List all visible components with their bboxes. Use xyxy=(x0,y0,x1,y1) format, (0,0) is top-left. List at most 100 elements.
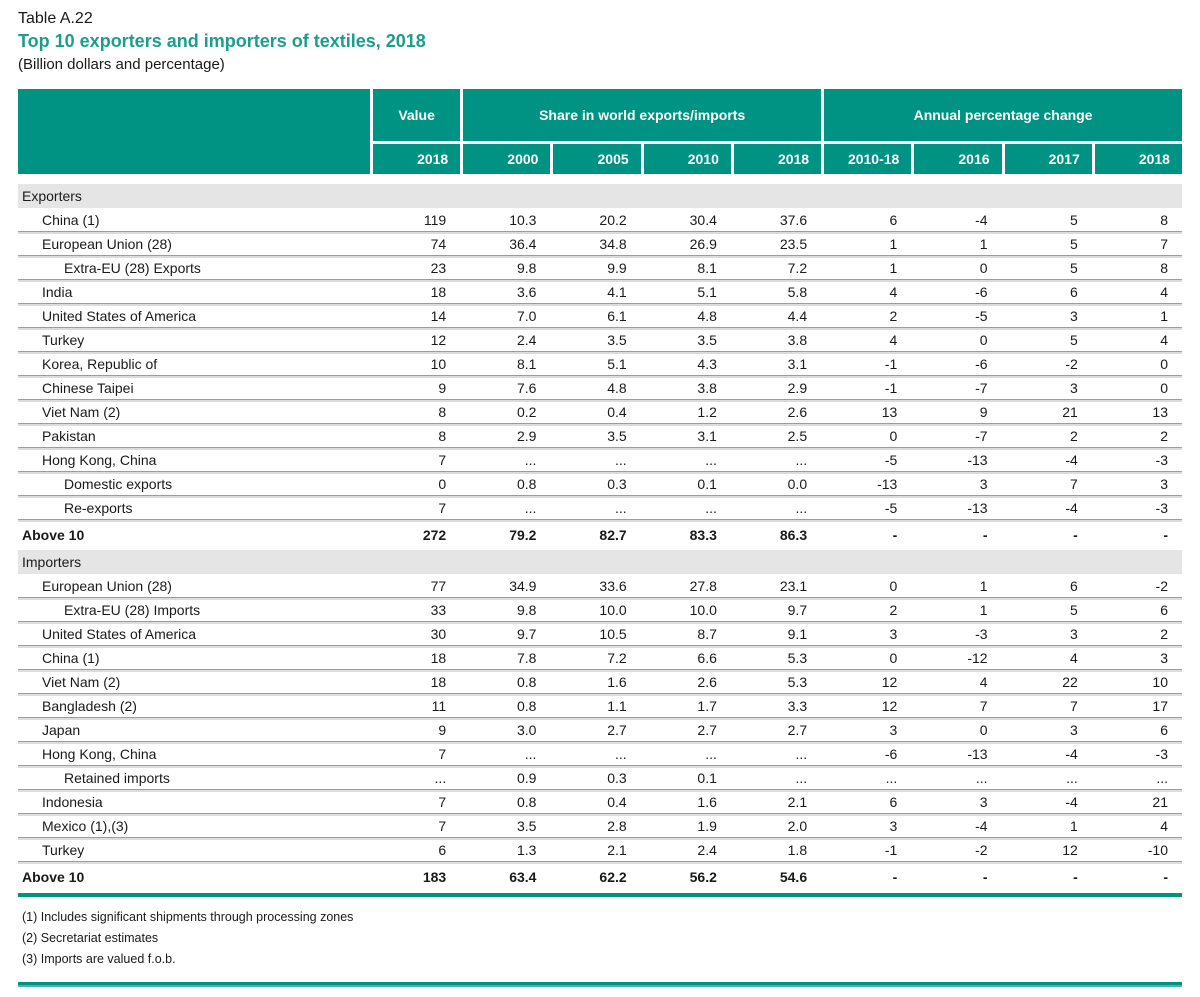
value-cell: ... xyxy=(795,769,808,786)
value-cell: ... xyxy=(885,769,898,786)
value-cell: 9.7 xyxy=(787,601,808,618)
value-cell: 0.8 xyxy=(516,673,537,690)
value-cell: 1.6 xyxy=(697,793,717,810)
value-cell: 7 xyxy=(438,451,447,468)
row-label: Korea, Republic of xyxy=(42,355,158,372)
table-row: Re-exports 7............ -5 -13 -4 -3 xyxy=(18,496,1182,520)
header-value-year: 2018 xyxy=(373,144,461,174)
value-cell: 3 xyxy=(1160,649,1168,666)
table-header: Value Share in world exports/imports Ann… xyxy=(18,89,1182,174)
value-cell: -6 xyxy=(884,745,898,762)
value-cell: 0 xyxy=(1160,355,1168,372)
value-cell: 4 xyxy=(1160,817,1168,834)
value-cell: 26.9 xyxy=(689,235,717,252)
value-cell: ... xyxy=(795,745,808,762)
value-cell: ... xyxy=(614,499,627,516)
value-cell: 5 xyxy=(1069,601,1078,618)
value-cell: 3.1 xyxy=(787,355,808,372)
value-cell: 0.4 xyxy=(607,793,627,810)
value-cell: 5.3 xyxy=(787,649,808,666)
value-cell: 5 xyxy=(1069,331,1078,348)
value-cell: 8 xyxy=(438,403,447,420)
value-cell: 6.1 xyxy=(607,307,627,324)
header-annual-group: Annual percentage change xyxy=(824,89,1182,141)
table-row: Viet Nam (2) 18 0.8 1.6 2.6 5.3 12 4 22 10 xyxy=(18,670,1182,694)
header-share-year-2005: 2005 xyxy=(553,144,641,174)
value-cell: -13 xyxy=(967,451,988,468)
value-cell: 0.3 xyxy=(607,769,627,786)
value-cell: 37.6 xyxy=(779,211,808,228)
value-cell: 4 xyxy=(979,673,988,690)
value-cell: 0 xyxy=(979,721,988,738)
table-row: Japan 9 3.0 2.7 2.7 2.7 3 0 3 6 xyxy=(18,718,1182,742)
value-cell: 30 xyxy=(430,625,447,642)
value-cell: -4 xyxy=(1065,499,1078,516)
value-cell: 22 xyxy=(1062,673,1078,690)
data-table: Value Share in world exports/imports Ann… xyxy=(18,89,1182,987)
value-cell: -2 xyxy=(1155,577,1168,594)
value-cell: 5 xyxy=(1069,211,1078,228)
header-share-year-2000: 2000 xyxy=(463,144,551,174)
value-cell: ... xyxy=(795,499,808,516)
table-row: Bangladesh (2) 11 0.8 1.1 1.7 3.3 12 7 7 17 xyxy=(18,694,1182,718)
value-cell: 2 xyxy=(889,601,898,618)
value-cell: ... xyxy=(705,499,717,516)
value-cell: 6 xyxy=(1160,721,1168,738)
value-cell: 12 xyxy=(881,673,898,690)
value-cell: 3.5 xyxy=(607,331,627,348)
value-cell: 7 xyxy=(1160,235,1168,252)
value-cell: 119 xyxy=(423,211,447,228)
value-cell: 1 xyxy=(979,601,988,618)
value-cell: 7.2 xyxy=(787,259,808,276)
value-cell: 0 xyxy=(979,259,988,276)
value-cell: 9.8 xyxy=(516,601,537,618)
value-cell: -6 xyxy=(975,283,988,300)
value-cell: - xyxy=(982,527,988,543)
row-label: Pakistan xyxy=(42,427,96,444)
value-cell: -13 xyxy=(967,499,988,516)
value-cell: 10 xyxy=(430,355,447,372)
header-corner-cell xyxy=(18,89,370,174)
value-cell: -5 xyxy=(975,307,988,324)
value-cell: 20.2 xyxy=(599,211,627,228)
row-label: Indonesia xyxy=(42,793,103,810)
value-cell: 7.8 xyxy=(516,649,537,666)
footnote: (3) Imports are valued f.o.b. xyxy=(22,952,176,966)
value-cell: 0.2 xyxy=(516,403,537,420)
value-cell: 77 xyxy=(430,577,447,594)
value-cell: 7 xyxy=(438,745,447,762)
value-cell: 6 xyxy=(1160,601,1168,618)
value-cell: 7 xyxy=(438,499,447,516)
row-label: European Union (28) xyxy=(42,235,172,252)
value-cell: 27.8 xyxy=(689,577,717,594)
value-cell: 7.6 xyxy=(516,379,537,396)
value-cell: 9.1 xyxy=(787,625,808,642)
value-cell: 1.6 xyxy=(607,673,627,690)
table-row: European Union (28) 74 36.4 34.8 26.9 23.5 1 1 5… xyxy=(18,232,1182,256)
value-cell: 4.1 xyxy=(607,283,627,300)
value-cell: - xyxy=(1163,527,1168,543)
table-row: China (1) 18 7.8 7.2 6.6 5.3 0 -12 4 3 xyxy=(18,646,1182,670)
value-cell: 2.6 xyxy=(787,403,808,420)
value-cell: - xyxy=(892,527,898,543)
table-row: Turkey 12 2.4 3.5 3.5 3.8 4 0 5 4 xyxy=(18,328,1182,352)
value-cell: 3.5 xyxy=(607,427,627,444)
value-cell: -4 xyxy=(1065,745,1078,762)
value-cell: -7 xyxy=(975,427,988,444)
row-label: Extra-EU (28) Imports xyxy=(64,601,201,618)
value-cell: 5.1 xyxy=(697,283,717,300)
value-cell: ... xyxy=(1066,769,1078,786)
row-label: Hong Kong, China xyxy=(42,745,157,762)
value-cell: -2 xyxy=(975,841,988,858)
value-cell: 6 xyxy=(889,211,898,228)
value-cell: ... xyxy=(705,745,717,762)
value-cell: -3 xyxy=(1155,499,1168,516)
row-label: United States of America xyxy=(42,307,197,324)
value-cell: - xyxy=(1163,869,1168,885)
value-cell: 7.0 xyxy=(516,307,537,324)
header-share-year-2018: 2018 xyxy=(733,144,822,174)
value-cell: 0 xyxy=(1160,379,1168,396)
value-cell: -4 xyxy=(975,817,988,834)
value-cell: -13 xyxy=(877,475,898,492)
